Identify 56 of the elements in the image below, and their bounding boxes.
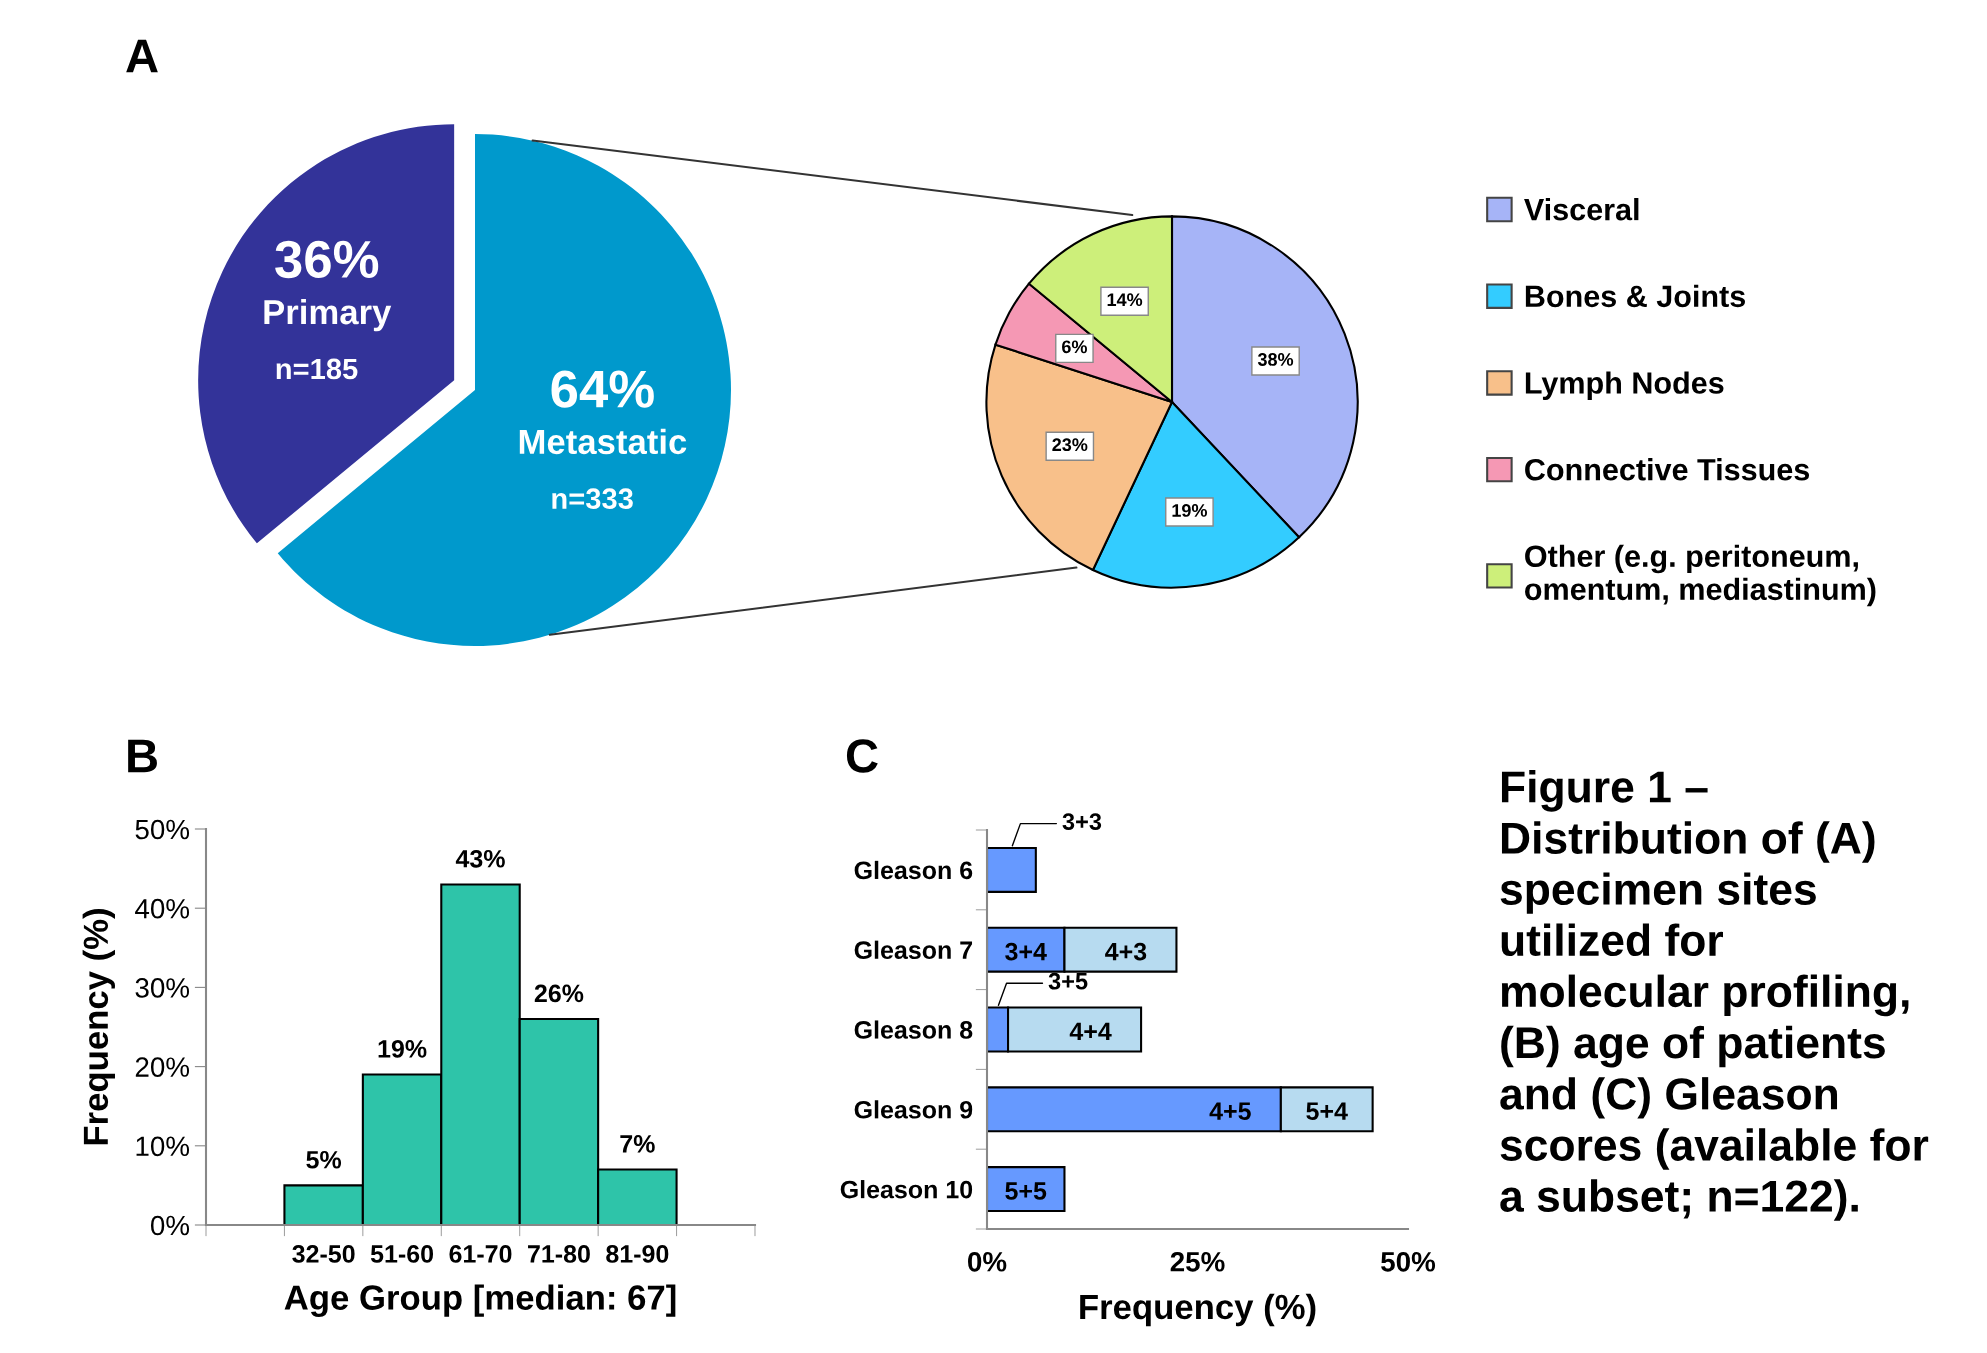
y-tick-label: Gleason 10 bbox=[840, 1180, 973, 1199]
chart-title: B bbox=[128, 739, 157, 773]
y-tick-label: 40% bbox=[135, 898, 190, 919]
x-tick-label: 25% bbox=[1170, 1251, 1225, 1272]
x-tick-label: 61-70 bbox=[449, 1245, 512, 1263]
x-axis-title: Age Group [median: 67] bbox=[284, 1284, 676, 1317]
annotation: 3+3 bbox=[1062, 813, 1102, 830]
text: n=333 bbox=[552, 488, 633, 510]
x-tick-label: 0% bbox=[968, 1251, 1007, 1272]
y-tick-label: Gleason 9 bbox=[854, 1100, 973, 1119]
data-label: 38% bbox=[1257, 353, 1294, 366]
y-tick-label: 10% bbox=[136, 1136, 190, 1157]
annotation: 3+4 bbox=[1005, 942, 1047, 961]
legend-label: Connective Tissues bbox=[1525, 458, 1810, 481]
data-label: 19% bbox=[378, 1040, 427, 1058]
y-tick-label: 50% bbox=[135, 819, 190, 840]
data-label: 19% bbox=[1172, 504, 1208, 517]
legend-label: Other (e.g. peritoneum, omentum, mediastinum) bbox=[1525, 544, 1876, 607]
chart-title: A bbox=[126, 39, 158, 73]
slice-label: Primary bbox=[264, 298, 392, 332]
data-label: 6% bbox=[1062, 340, 1087, 354]
text: Figure 1 – Distribution of (A) specimen sites utilized for molecular profiling, (B) age of patients and (C) Gleason scores (available for a subset; n=122). bbox=[1500, 770, 1929, 1221]
data-label: 64% bbox=[551, 370, 654, 408]
legend-label: Lymph Nodes bbox=[1525, 371, 1724, 400]
annotation: 5+5 bbox=[1005, 1182, 1047, 1200]
data-label: 43% bbox=[455, 849, 505, 868]
y-tick-label: 0% bbox=[150, 1215, 190, 1236]
y-tick-label: Gleason 8 bbox=[854, 1020, 973, 1039]
legend-label: Bones & Joints bbox=[1525, 284, 1745, 308]
y-tick-label: 30% bbox=[135, 978, 190, 998]
x-axis-title: Frequency (%) bbox=[1080, 1293, 1316, 1327]
y-tick-label: Gleason 6 bbox=[854, 860, 973, 880]
data-label: 5% bbox=[306, 1150, 342, 1169]
x-tick-label: 50% bbox=[1381, 1251, 1436, 1272]
y-axis-title: Frequency (%) bbox=[82, 909, 115, 1145]
data-label: 23% bbox=[1052, 438, 1088, 452]
data-label: 26% bbox=[534, 984, 584, 1003]
y-tick-label: 20% bbox=[135, 1057, 190, 1077]
annotation: 4+5 bbox=[1209, 1102, 1251, 1120]
slice-label: Metastatic bbox=[519, 428, 687, 455]
annotation: 4+3 bbox=[1105, 942, 1147, 961]
x-tick-label: 51-60 bbox=[370, 1245, 434, 1263]
annotation: 3+5 bbox=[1048, 972, 1088, 990]
data-label: 36% bbox=[275, 240, 379, 279]
annotation: 5+4 bbox=[1306, 1102, 1348, 1120]
x-tick-label: 81-90 bbox=[606, 1245, 669, 1263]
y-tick-label: Gleason 7 bbox=[854, 940, 973, 959]
legend-label: Visceral bbox=[1524, 197, 1639, 221]
x-tick-label: 32-50 bbox=[292, 1245, 355, 1263]
x-tick-label: 71-80 bbox=[528, 1245, 590, 1263]
data-label: 7% bbox=[620, 1135, 655, 1153]
text: n=185 bbox=[276, 358, 358, 380]
chart-title: C bbox=[846, 739, 878, 773]
annotation: 4+4 bbox=[1069, 1022, 1112, 1040]
bar bbox=[987, 1166, 1066, 1213]
data-label: 14% bbox=[1107, 293, 1143, 307]
